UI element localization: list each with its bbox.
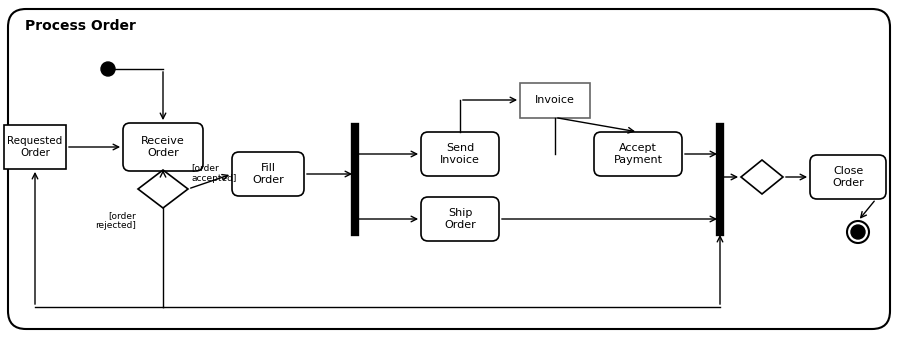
Text: Send
Invoice: Send Invoice: [440, 143, 480, 165]
Polygon shape: [138, 170, 188, 208]
Text: Process Order: Process Order: [25, 19, 136, 33]
FancyBboxPatch shape: [232, 152, 304, 196]
Text: Fill
Order: Fill Order: [252, 163, 284, 185]
Text: [order
accepted]: [order accepted]: [191, 163, 237, 183]
Circle shape: [847, 221, 869, 243]
FancyBboxPatch shape: [421, 132, 499, 176]
FancyBboxPatch shape: [421, 197, 499, 241]
Text: Close
Order: Close Order: [832, 166, 864, 188]
Circle shape: [101, 62, 115, 76]
Text: Receive
Order: Receive Order: [141, 136, 184, 158]
Text: Accept
Payment: Accept Payment: [614, 143, 662, 165]
Circle shape: [851, 225, 865, 239]
Text: Requested
Order: Requested Order: [7, 136, 63, 158]
FancyBboxPatch shape: [8, 9, 890, 329]
FancyBboxPatch shape: [594, 132, 682, 176]
Bar: [520, 83, 590, 118]
FancyBboxPatch shape: [123, 123, 203, 171]
Text: Ship
Order: Ship Order: [444, 208, 476, 230]
Text: Invoice: Invoice: [536, 95, 575, 105]
FancyBboxPatch shape: [810, 155, 886, 199]
Text: [order
rejected]: [order rejected]: [95, 211, 136, 231]
Polygon shape: [741, 160, 783, 194]
Bar: [4, 125, 66, 169]
